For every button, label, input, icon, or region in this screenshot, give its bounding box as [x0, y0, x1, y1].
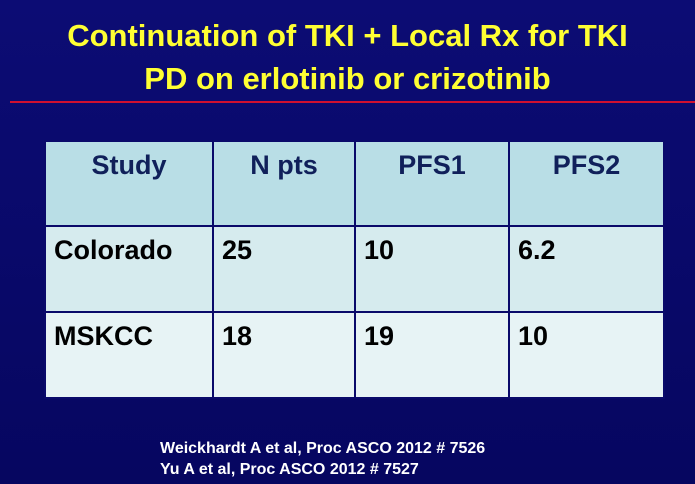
reference: Yu A et al, Proc ASCO 2012 # 7527: [160, 461, 419, 478]
title-line: PD on erlotinib or crizotinib: [144, 61, 551, 96]
table-cell: 18: [212, 311, 356, 399]
table-row: MSKCC 18 19 10: [44, 311, 665, 399]
reference: Weickhardt A et al, Proc ASCO 2012 # 752…: [160, 440, 486, 457]
table-cell: 10: [354, 225, 510, 313]
header-row: Study N pts PFS1 PFS2: [44, 140, 665, 227]
column-header: Study: [44, 140, 214, 227]
table-cell: Colorado: [44, 225, 214, 313]
table: Study N pts PFS1 PFS2 Colorado 25 10 6.2 MSKCC 1…: [44, 140, 665, 399]
table-body: Colorado 25 10 6.2 MSKCC 18 19 10: [44, 225, 665, 399]
table-cell: MSKCC: [44, 311, 214, 399]
title: Continuation of TKI + Local Rx for TKI P…: [0, 14, 695, 100]
column-header: PFS1: [354, 140, 510, 227]
table-cell: 25: [212, 225, 356, 313]
title-line: Continuation of TKI + Local Rx for TKI: [67, 18, 628, 53]
divider: [10, 101, 695, 103]
table-cell: 19: [354, 311, 510, 399]
column-header: N pts: [212, 140, 356, 227]
table-cell: 6.2: [508, 225, 665, 313]
references: Weickhardt A et al, Proc ASCO 2012 # 752…: [160, 438, 485, 480]
table-row: Colorado 25 10 6.2: [44, 225, 665, 313]
table-cell: 10: [508, 311, 665, 399]
column-header: PFS2: [508, 140, 665, 227]
